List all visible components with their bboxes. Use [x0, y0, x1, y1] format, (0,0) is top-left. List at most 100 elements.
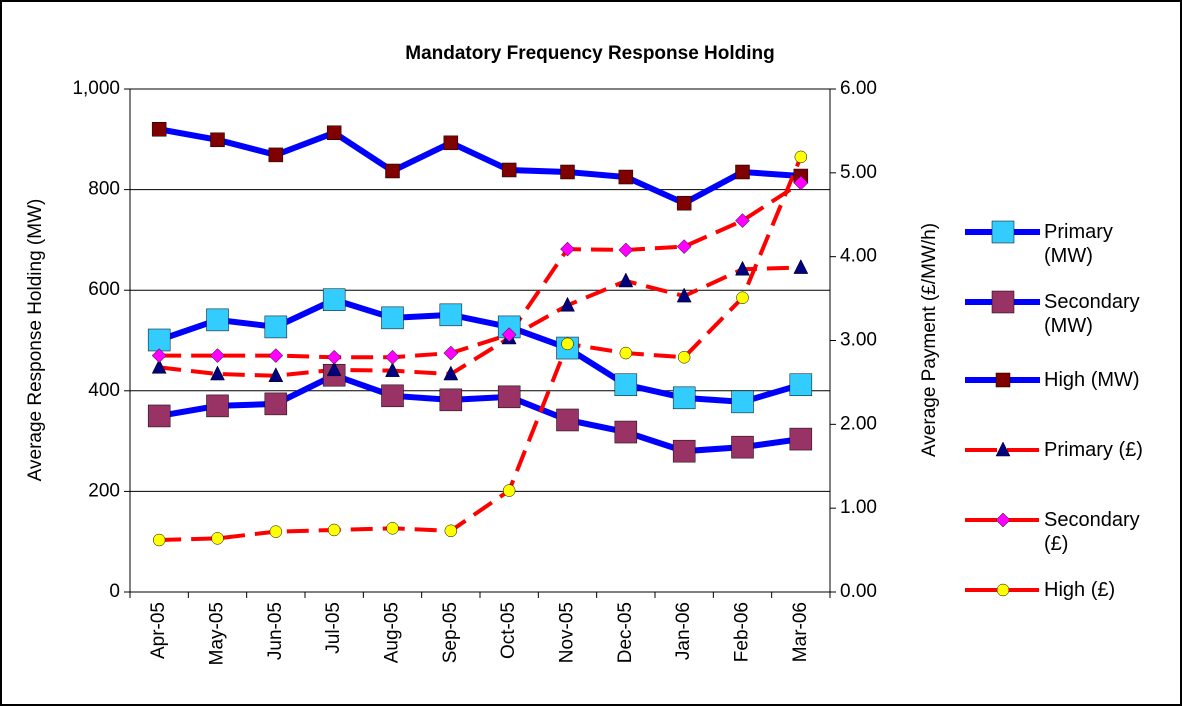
marker: [381, 306, 404, 330]
marker: [560, 241, 575, 257]
legend-marker: [995, 372, 1011, 388]
marker: [793, 175, 809, 191]
legend-label: Secondary (MW): [1044, 291, 1140, 337]
x-tick-label: Jan-06: [673, 602, 694, 660]
marker: [439, 388, 463, 412]
marker: [561, 337, 574, 351]
legend-marker: [996, 583, 1010, 597]
marker: [793, 259, 809, 274]
marker: [147, 404, 171, 428]
y2-tick-label: 5.00: [840, 162, 877, 183]
marker: [264, 315, 288, 339]
marker: [151, 121, 167, 137]
x-tick-label: Sep-05: [440, 602, 461, 663]
marker: [618, 242, 634, 258]
series-line: [159, 156, 803, 543]
series-line: [158, 265, 801, 378]
marker: [264, 392, 288, 416]
legend-label: Primary (£): [1044, 439, 1143, 461]
y-tick-label: 600: [88, 279, 120, 300]
marker: [735, 164, 750, 180]
marker: [211, 532, 224, 545]
x-tick-label: Oct-05: [498, 602, 519, 659]
marker: [619, 346, 633, 360]
marker: [206, 308, 229, 332]
marker: [151, 348, 167, 363]
marker: [268, 147, 284, 163]
marker: [210, 348, 225, 363]
marker: [268, 367, 284, 382]
series-line: [159, 181, 802, 360]
marker: [443, 135, 459, 151]
x-tick-label: Aug-05: [382, 602, 403, 663]
marker: [502, 484, 516, 497]
marker: [560, 296, 575, 312]
y2-tick-label: 1.00: [840, 497, 877, 518]
marker: [210, 132, 225, 148]
marker: [444, 524, 458, 538]
marker: [386, 522, 399, 535]
marker: [322, 288, 346, 312]
marker: [676, 195, 692, 211]
marker: [789, 427, 813, 451]
marker: [672, 386, 696, 410]
marker: [614, 373, 638, 397]
legend-marker: [995, 441, 1011, 457]
marker: [152, 533, 166, 547]
y-tick-label: 800: [88, 179, 120, 200]
legend-marker: [991, 290, 1015, 314]
y-tick-label: 0: [109, 581, 120, 602]
marker: [501, 162, 517, 178]
marker: [731, 435, 754, 459]
x-tick-label: Feb-06: [732, 602, 753, 662]
x-tick-label: Dec-05: [615, 602, 636, 663]
x-tick-label: Jul-05: [323, 602, 344, 654]
marker: [735, 213, 750, 228]
y2-tick-label: 4.00: [840, 246, 877, 267]
legend-marker: [995, 512, 1011, 528]
x-tick-label: Apr-05: [148, 602, 169, 659]
marker: [497, 385, 521, 409]
chart-title: Mandatory Frequency Response Holding: [405, 43, 775, 64]
y2-tick-label: 3.00: [840, 330, 877, 351]
marker: [151, 358, 167, 374]
y2-tick-label: 2.00: [840, 413, 877, 434]
series-line: [158, 126, 802, 207]
marker: [736, 291, 749, 304]
marker: [381, 384, 404, 408]
y2-tick-label: 6.00: [840, 78, 877, 99]
x-tick-label: Jun-05: [265, 602, 286, 660]
marker: [676, 239, 692, 254]
legend-label: Primary (MW): [1044, 221, 1113, 267]
marker: [443, 345, 459, 361]
marker: [268, 348, 284, 363]
legend-marker: [991, 220, 1015, 244]
marker: [147, 328, 171, 352]
marker: [327, 523, 341, 537]
y-tick-label: 400: [88, 380, 120, 401]
marker: [385, 362, 400, 377]
x-tick-label: Mar-06: [790, 602, 811, 662]
marker: [443, 365, 459, 381]
marker: [789, 373, 813, 397]
marker: [206, 394, 229, 418]
y2-tick-label: 0.00: [840, 581, 877, 602]
marker: [731, 390, 754, 414]
legend-label: High (£): [1044, 579, 1116, 601]
marker: [618, 272, 634, 288]
marker: [794, 150, 808, 164]
y-tick-label: 1,000: [72, 78, 120, 99]
marker: [614, 420, 638, 444]
marker: [269, 525, 283, 538]
legend-label: Secondary (£): [1044, 509, 1140, 555]
x-tick-label: Nov-05: [557, 602, 578, 663]
marker: [672, 439, 696, 463]
marker: [439, 303, 463, 327]
marker: [677, 351, 691, 364]
y-axis-label: Average Response Holding (MW): [25, 199, 46, 482]
y-tick-label: 200: [88, 480, 120, 501]
y2-axis-label: Average Payment (£/MW/h): [919, 223, 940, 457]
